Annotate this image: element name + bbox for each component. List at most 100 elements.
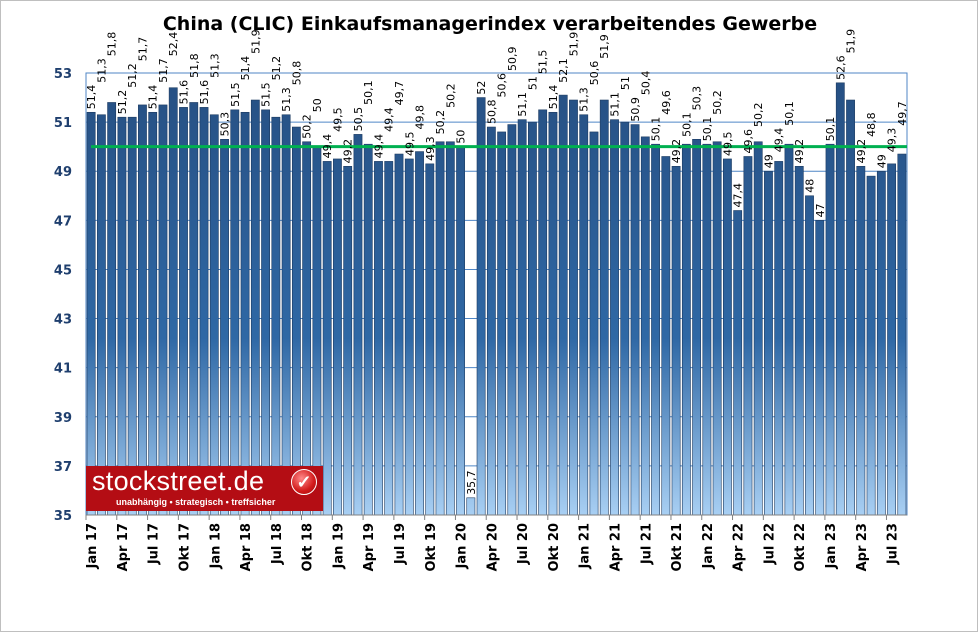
data-label: 49,7 <box>393 81 406 106</box>
bar <box>363 143 373 516</box>
x-tick-label: Jan 22 <box>701 523 716 569</box>
bar <box>640 136 650 516</box>
x-tick-label: Jan 18 <box>208 523 223 569</box>
bar <box>876 170 886 516</box>
bar <box>445 141 455 516</box>
data-label: 51,9 <box>845 29 858 54</box>
bar <box>743 156 753 516</box>
data-label: 51,9 <box>598 34 611 59</box>
bar <box>774 161 784 516</box>
bar <box>528 121 537 516</box>
bar <box>723 158 732 516</box>
bar <box>517 119 527 516</box>
data-label: 51,8 <box>106 32 119 57</box>
data-label: 50 <box>311 98 324 112</box>
x-tick-label: Jan 20 <box>455 523 470 569</box>
data-label: 50,2 <box>434 110 447 135</box>
data-label: 52,1 <box>557 58 570 83</box>
data-label: 51 <box>526 76 539 90</box>
bar <box>333 158 342 516</box>
y-tick-label: 51 <box>54 116 72 131</box>
bar <box>610 119 619 516</box>
x-tick-label: Jul 18 <box>270 523 285 565</box>
x-tick-label: Apr 20 <box>485 523 500 571</box>
data-label: 50,1 <box>680 112 693 137</box>
bar <box>846 99 855 516</box>
x-tick-label: Okt 19 <box>424 523 439 572</box>
data-label: 50,6 <box>588 61 601 86</box>
bar <box>96 114 106 516</box>
bar <box>630 124 640 516</box>
bar <box>271 116 281 516</box>
y-tick-label: 53 <box>54 67 72 82</box>
x-tick-label: Okt 22 <box>793 523 808 572</box>
bar <box>784 143 794 516</box>
bar <box>712 141 722 516</box>
x-tick-label: Jan 23 <box>824 523 839 569</box>
data-label: 49,6 <box>660 90 673 115</box>
data-label: 51,1 <box>609 92 622 117</box>
data-label: 51,3 <box>280 87 293 112</box>
bar <box>189 102 199 516</box>
bar <box>261 109 270 516</box>
bar <box>897 153 907 516</box>
bar <box>794 166 804 516</box>
data-label: 51,9 <box>249 29 262 54</box>
data-label: 49,5 <box>403 131 416 156</box>
bar <box>281 114 291 516</box>
bar <box>753 141 763 516</box>
data-label: 50,2 <box>301 114 314 139</box>
bar <box>220 139 229 516</box>
bar <box>312 146 322 516</box>
data-label: 51,9 <box>567 32 580 57</box>
bar <box>764 170 773 516</box>
bar <box>692 139 702 516</box>
bar <box>250 99 260 516</box>
bar <box>415 151 424 516</box>
bar <box>538 109 548 516</box>
data-label: 49,5 <box>331 107 344 132</box>
data-label: 51,4 <box>547 85 560 110</box>
data-label: 50 <box>455 130 468 144</box>
x-tick-label: Jan 17 <box>85 523 100 569</box>
data-label: 49,4 <box>773 128 786 153</box>
bar <box>702 143 712 516</box>
bar <box>127 116 137 516</box>
bar <box>230 109 240 516</box>
x-tick-label: Apr 17 <box>116 523 131 571</box>
logo-tagline: unabhängig • strategisch • treffsicher <box>116 497 276 507</box>
data-label: 51 <box>619 76 632 90</box>
data-label: 51,4 <box>147 85 160 110</box>
data-label: 49,7 <box>896 101 909 126</box>
data-label: 49 <box>875 154 888 168</box>
bar <box>425 163 435 516</box>
data-label: 51,3 <box>578 87 591 112</box>
data-label: 50,4 <box>639 71 652 96</box>
data-label: 49,8 <box>414 105 427 130</box>
x-tick-label: Okt 17 <box>177 523 192 572</box>
x-tick-label: Apr 22 <box>732 523 747 571</box>
bar <box>117 116 127 516</box>
bar <box>158 104 168 516</box>
bar <box>825 143 835 516</box>
bar <box>486 126 496 516</box>
bar <box>476 97 486 516</box>
bar <box>435 141 445 516</box>
bar <box>579 114 589 516</box>
data-label: 49,4 <box>321 134 334 159</box>
data-label: 51,5 <box>260 82 273 107</box>
x-tick-label: Okt 20 <box>547 523 562 572</box>
stockstreet-logo: stockstreet.de unabhängig • strategisch … <box>86 466 323 511</box>
data-label: 51,5 <box>229 82 242 107</box>
data-label: 51,3 <box>95 58 108 83</box>
data-label: 35,7 <box>465 470 478 495</box>
data-label: 52,4 <box>167 32 180 57</box>
data-label: 49,5 <box>721 131 734 156</box>
data-label: 50,8 <box>485 100 498 125</box>
bar <box>620 121 630 516</box>
bar <box>240 111 250 516</box>
y-tick-label: 49 <box>54 165 72 180</box>
bar <box>394 153 404 516</box>
bar <box>661 156 671 516</box>
